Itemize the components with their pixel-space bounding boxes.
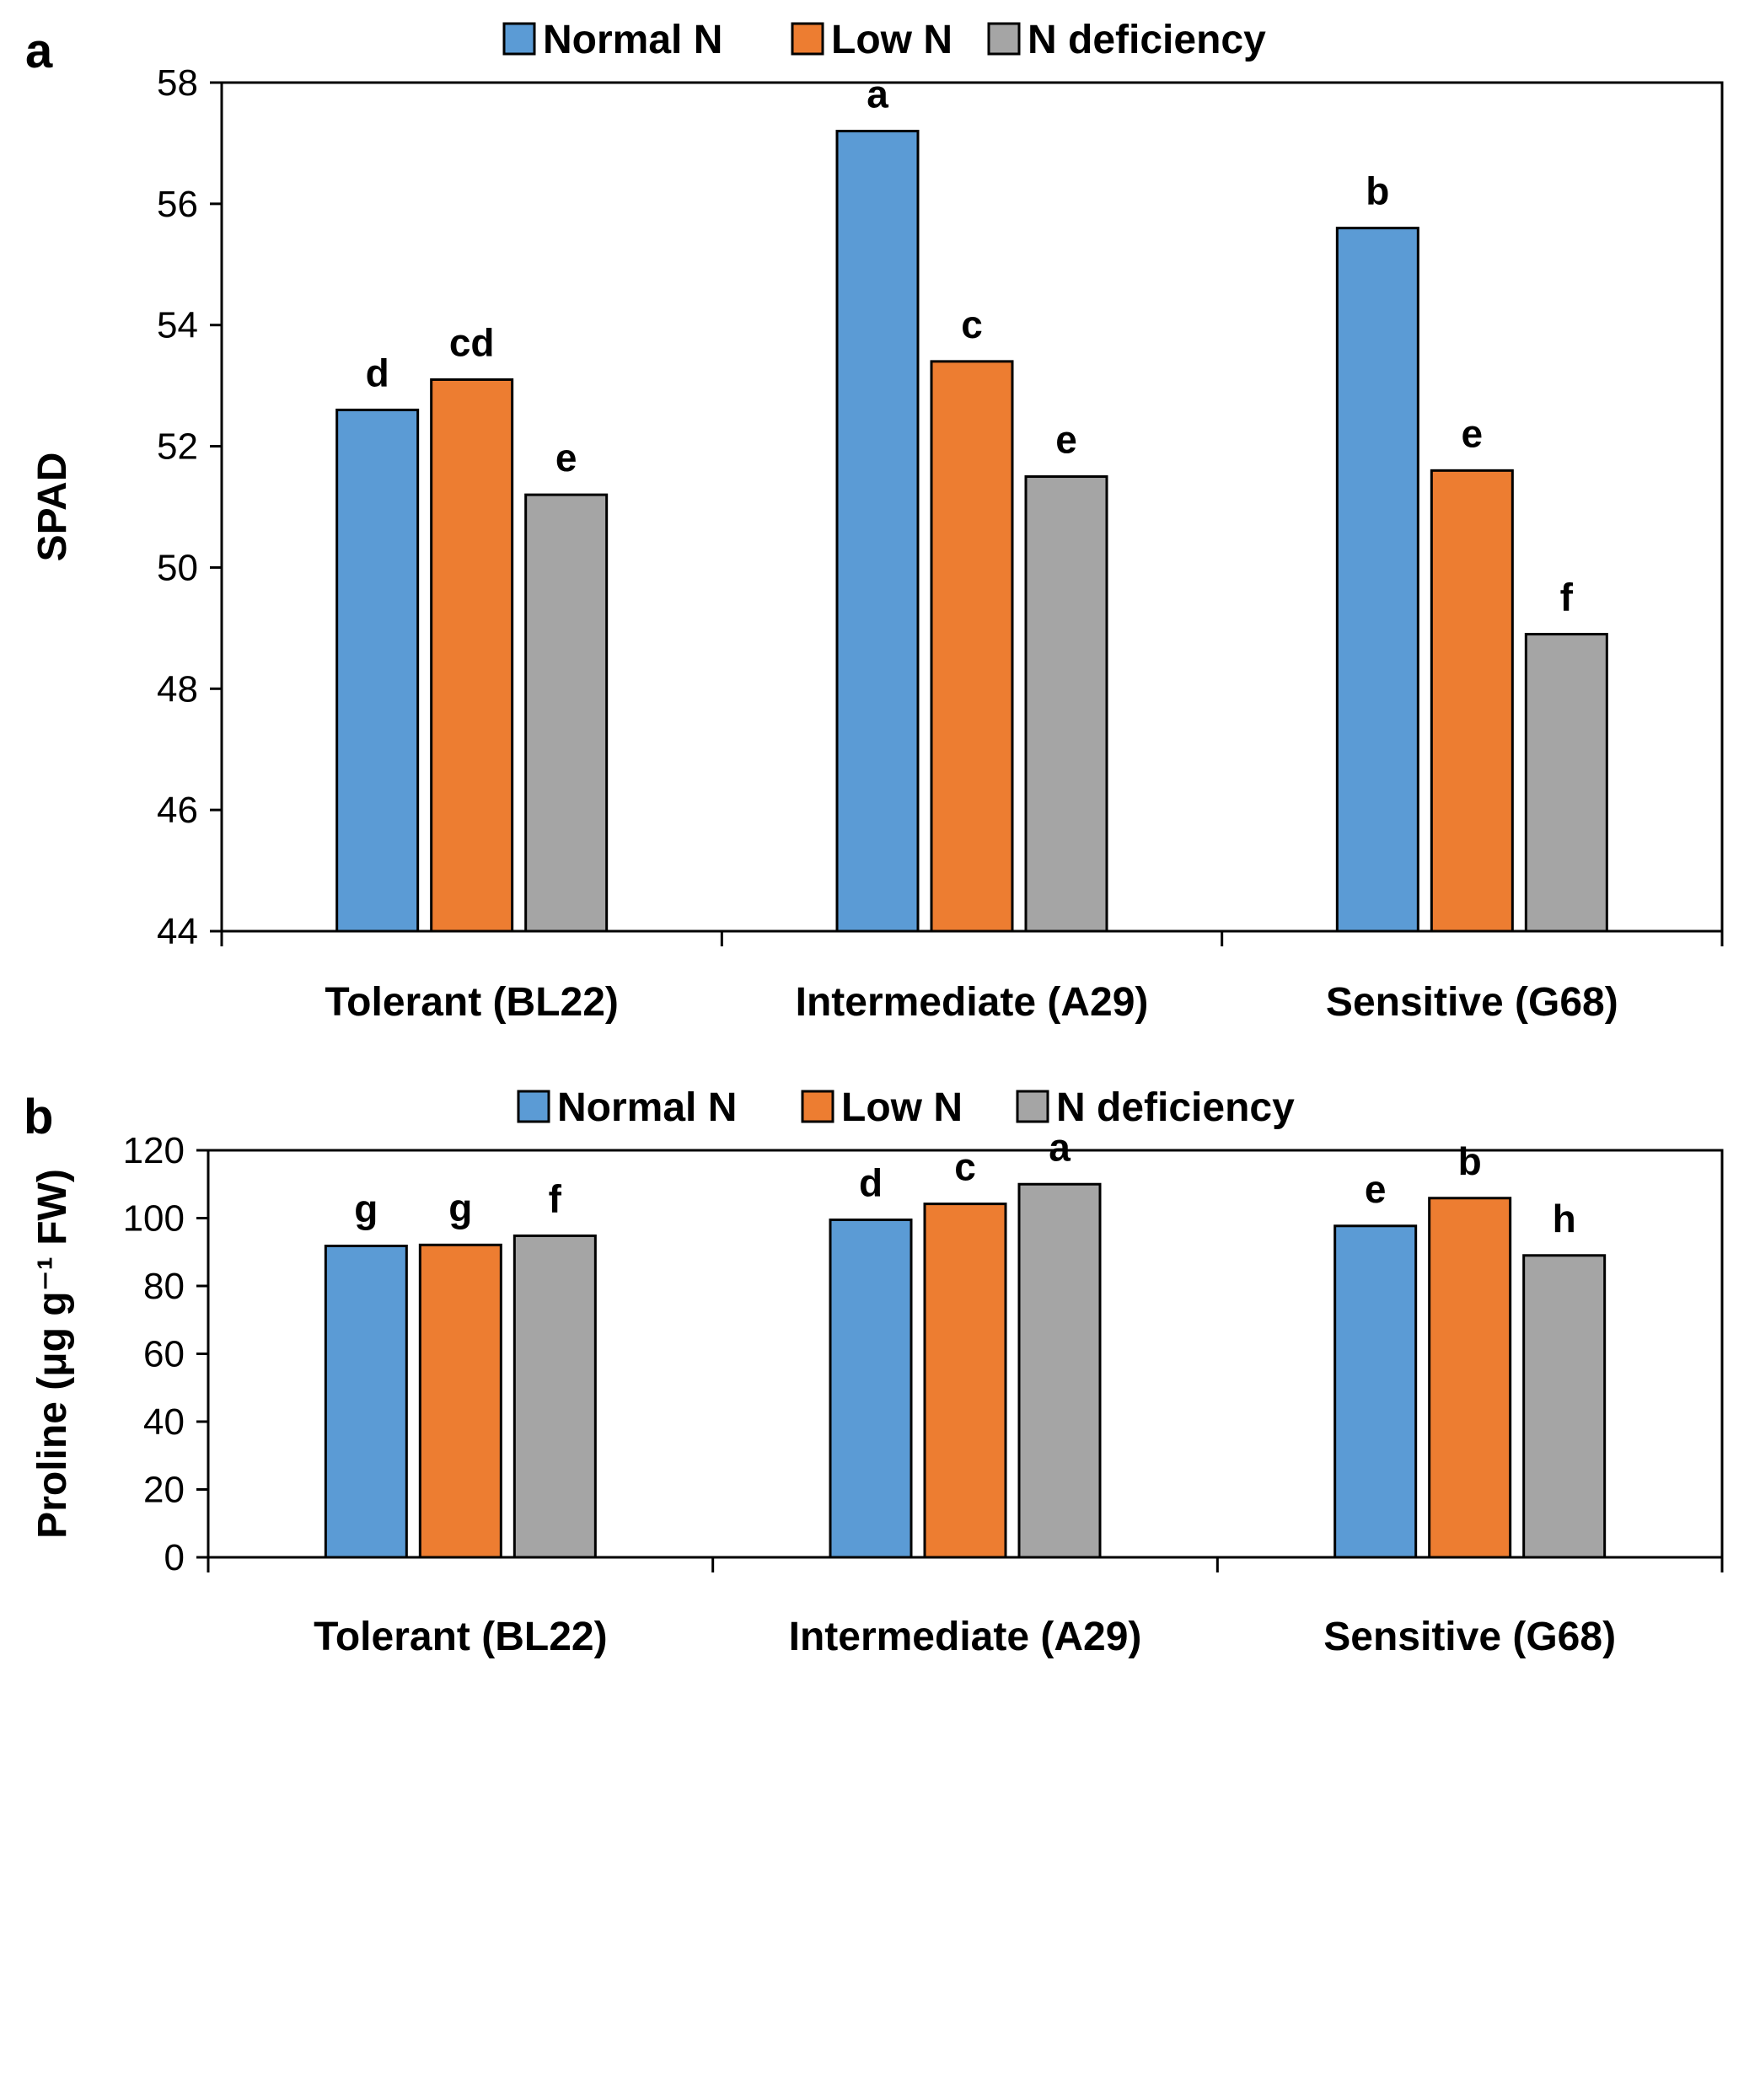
- significance-letter: a: [867, 72, 888, 116]
- significance-letter: c: [954, 1145, 976, 1189]
- y-tick-label: 46: [157, 790, 198, 831]
- bar-a-n-deficiency-2: [1024, 475, 1108, 933]
- bar-b-n-deficiency-3: [1522, 1254, 1607, 1559]
- bar-b-normal-n-3: [1333, 1224, 1418, 1559]
- y-tick-label: 50: [157, 547, 198, 588]
- category-label: Tolerant (BL22): [314, 1615, 607, 1659]
- bar-a-low-n-2: [930, 360, 1014, 933]
- legend-label-3: N deficiency: [1028, 18, 1266, 62]
- category-label: Intermediate (A29): [789, 1615, 1142, 1659]
- significance-letter: cd: [449, 320, 495, 364]
- y-tick-label: 54: [157, 305, 198, 346]
- bar-b-low-n-2: [923, 1203, 1007, 1559]
- significance-letter: b: [1366, 169, 1389, 213]
- category-label: Intermediate (A29): [796, 980, 1149, 1025]
- significance-letter: f: [1560, 576, 1574, 619]
- significance-letter: d: [366, 351, 389, 394]
- panel-letter-b: b: [24, 1090, 53, 1144]
- significance-letter: e: [555, 436, 577, 479]
- bar-b-low-n-1: [418, 1243, 502, 1559]
- legend-swatch-3: [987, 22, 1021, 56]
- bar-a-normal-n-2: [835, 130, 920, 933]
- significance-letter: h: [1553, 1197, 1576, 1240]
- significance-letter: g: [354, 1187, 378, 1231]
- y-tick-label: 44: [157, 911, 198, 952]
- significance-letter: f: [549, 1176, 562, 1220]
- bar-b-normal-n-2: [829, 1219, 913, 1559]
- y-tick-label: 100: [123, 1198, 185, 1240]
- significance-letter: e: [1365, 1167, 1387, 1211]
- y-axis-title-b: Proline (μg g⁻¹ FW): [30, 1169, 75, 1539]
- significance-letter: a: [1049, 1125, 1071, 1169]
- y-tick-label: 80: [143, 1266, 185, 1307]
- y-tick-label: 58: [157, 62, 198, 104]
- y-tick-label: 48: [157, 668, 198, 710]
- legend-label-2: Low N: [841, 1085, 963, 1130]
- bar-a-normal-n-1: [335, 408, 420, 933]
- significance-letter: e: [1462, 411, 1484, 455]
- category-label: Sensitive (G68): [1326, 980, 1618, 1025]
- legend-swatch-3: [1016, 1090, 1049, 1123]
- legend-swatch-1: [502, 22, 536, 56]
- y-tick-label: 40: [143, 1401, 185, 1443]
- panel-letter-a: a: [25, 24, 53, 78]
- category-label: Sensitive (G68): [1323, 1615, 1616, 1659]
- legend-swatch-2: [791, 22, 824, 56]
- y-tick-label: 56: [157, 184, 198, 225]
- category-label: Tolerant (BL22): [325, 980, 618, 1025]
- bar-a-low-n-3: [1430, 469, 1514, 933]
- legend-label-1: Normal N: [557, 1085, 737, 1130]
- legend-label-2: Low N: [831, 18, 952, 62]
- y-tick-label: 60: [143, 1334, 185, 1375]
- bar-a-low-n-1: [430, 378, 514, 933]
- significance-letter: b: [1458, 1139, 1482, 1183]
- y-axis-title-a: SPAD: [30, 453, 75, 562]
- y-tick-label: 0: [164, 1537, 185, 1578]
- significance-letter: d: [859, 1161, 883, 1205]
- y-tick-label: 52: [157, 426, 198, 468]
- significance-letter: c: [961, 303, 983, 346]
- legend-swatch-1: [517, 1090, 550, 1123]
- bar-b-normal-n-1: [324, 1245, 408, 1559]
- bar-a-normal-n-3: [1335, 227, 1419, 933]
- significance-letter: e: [1055, 418, 1077, 462]
- bar-b-low-n-3: [1428, 1197, 1512, 1559]
- legend-label-3: N deficiency: [1056, 1085, 1295, 1130]
- y-tick-label: 120: [123, 1130, 185, 1171]
- legend-label-1: Normal N: [543, 18, 722, 62]
- bar-b-n-deficiency-1: [512, 1234, 597, 1559]
- y-tick-label: 20: [143, 1470, 185, 1511]
- significance-letter: g: [448, 1186, 472, 1229]
- legend-swatch-2: [801, 1090, 834, 1123]
- bar-a-n-deficiency-1: [524, 493, 609, 933]
- bar-b-n-deficiency-2: [1017, 1182, 1102, 1559]
- bar-a-n-deficiency-3: [1524, 633, 1608, 933]
